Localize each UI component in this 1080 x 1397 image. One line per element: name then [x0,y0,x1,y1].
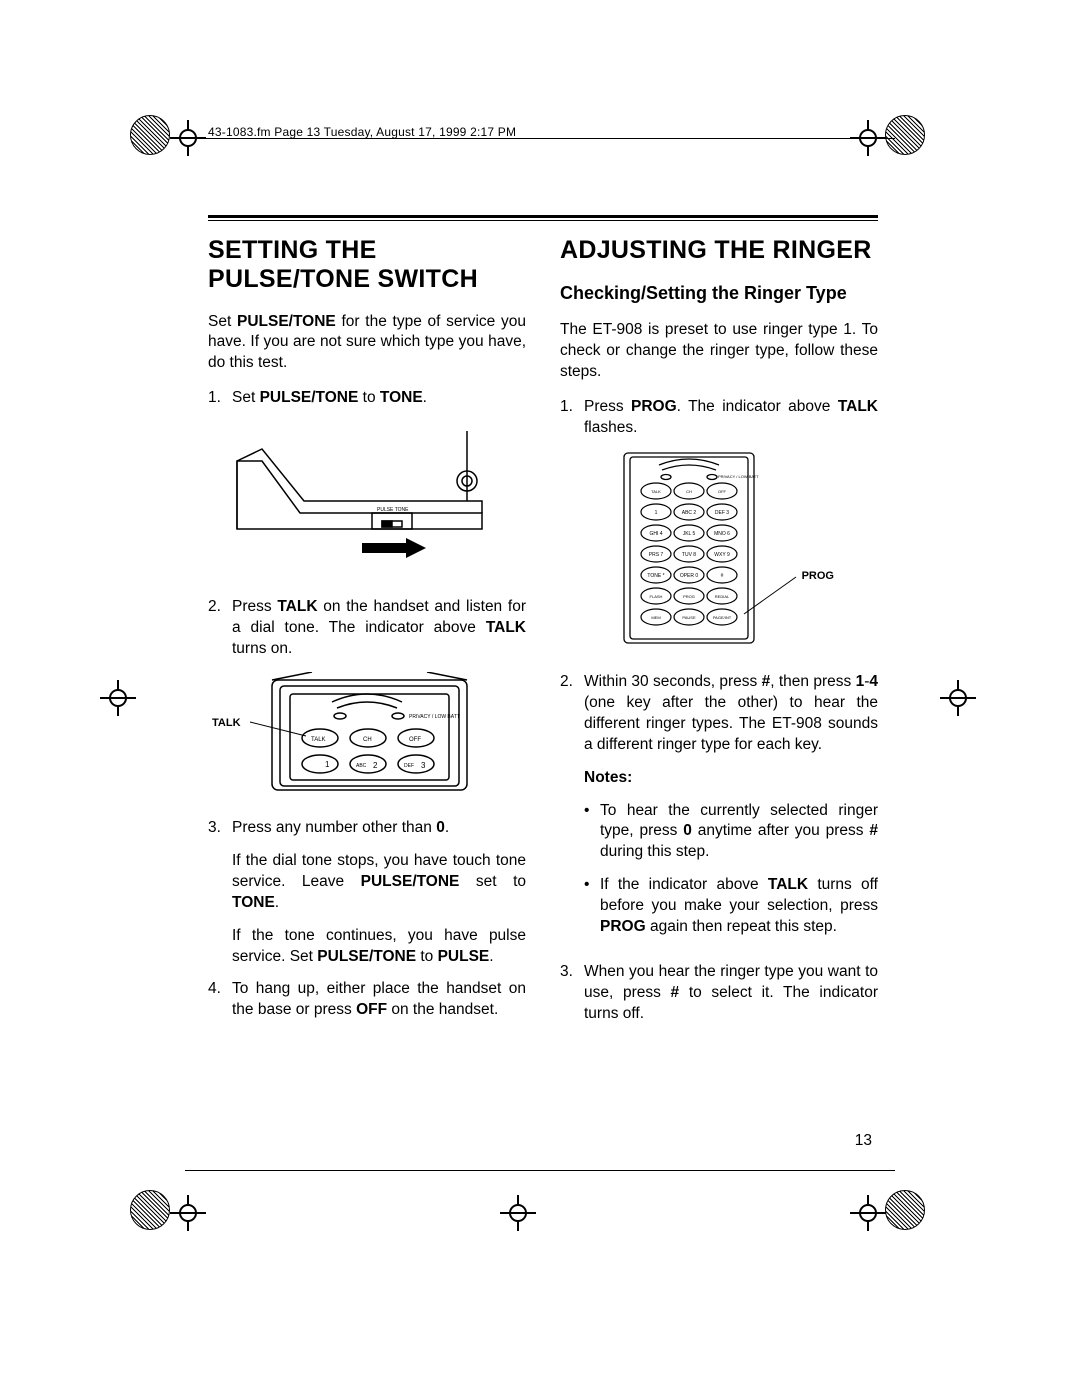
section-heading: ADJUSTING THE RINGER [560,236,878,265]
handset-top-icon: PRIVACY / LOW BATT TALK CH OFF 1 ABC 2 DE… [212,672,482,792]
crosshair-icon [850,1195,886,1231]
figure-handset-keypad: PROG [604,451,834,646]
svg-text:MNO 6: MNO 6 [714,531,730,537]
step-item: 3. Press any number other than 0. If the… [208,818,526,968]
header-path: 43-1083.fm Page 13 Tuesday, August 17, 1… [208,125,516,139]
svg-text:PROG: PROG [683,594,695,599]
section-heading: SETTING THE PULSE/TONE SWITCH [208,236,526,294]
step-item: 2. Press TALK on the handset and listen … [208,597,526,806]
crosshair-icon [170,1195,206,1231]
steps-list: 1. Press PROG. The indicator above TALK … [560,397,878,1025]
svg-text:JKL 5: JKL 5 [683,531,696,537]
svg-text:PAUSE: PAUSE [682,615,696,620]
intro-paragraph: The ET-908 is preset to use ringer type … [560,320,878,383]
svg-text:1: 1 [655,510,658,516]
step-item: 1. Set PULSE/TONE to TONE. [208,388,526,585]
svg-text:DEF 3: DEF 3 [715,510,729,516]
arrow-right-icon [362,538,426,558]
heavy-rule [208,215,878,221]
note-text: To hear the currently selected ringer ty… [600,801,878,864]
svg-text:1: 1 [325,760,330,769]
step-number: 1. [560,397,584,660]
step-text: If the dial tone stops, you have touch t… [232,851,526,914]
svg-text:OPER 0: OPER 0 [680,573,699,579]
right-column: ADJUSTING THE RINGER Checking/Setting th… [560,236,878,1037]
svg-text:PAGE/INT: PAGE/INT [713,615,732,620]
steps-list: 1. Set PULSE/TONE to TONE. [208,388,526,1021]
step-number: 2. [560,672,584,950]
figure-handset-top: TALK [212,672,482,792]
cropmark-circle-icon [130,1190,170,1230]
notes-heading: Notes: [584,768,878,789]
note-item: • If the indicator above TALK turns off … [584,875,878,938]
svg-text:REDIAL: REDIAL [715,594,730,599]
subsection-heading: Checking/Setting the Ringer Type [560,283,878,305]
svg-text:CH: CH [363,737,372,743]
step-item: 3. When you hear the ringer type you wan… [560,962,878,1025]
step-text: When you hear the ringer type you want t… [584,962,878,1025]
content-area: SETTING THE PULSE/TONE SWITCH Set PULSE/… [208,236,878,1037]
cropmark-circle-icon [885,115,925,155]
step-text: Press TALK on the handset and listen for… [232,597,526,660]
base-unit-icon: PULSE TONE [232,421,492,571]
header-rule [185,138,895,139]
step-text: Press any number other than 0. [232,818,526,839]
svg-text:OFF: OFF [409,737,421,743]
note-text: If the indicator above TALK turns off be… [600,875,878,938]
step-text: If the tone continues, you have pulse se… [232,926,526,968]
figure-base-unit: PULSE TONE [232,421,492,571]
crosshair-icon [940,680,976,716]
step-number: 1. [208,388,232,585]
page-number: 13 [855,1132,872,1150]
svg-text:#: # [721,573,724,579]
svg-text:TUV 8: TUV 8 [682,552,696,558]
callout-label: PROG [802,569,834,584]
step-number: 3. [208,818,232,968]
notes-list: • To hear the currently selected ringer … [584,801,878,939]
intro-paragraph: Set PULSE/TONE for the type of service y… [208,312,526,375]
svg-text:TALK: TALK [311,737,326,743]
step-item: 1. Press PROG. The indicator above TALK … [560,397,878,660]
svg-text:ABC: ABC [356,763,367,769]
svg-text:CH: CH [686,489,692,494]
crosshair-icon [500,1195,536,1231]
step-item: 4. To hang up, either place the handset … [208,979,526,1021]
svg-text:GHI 4: GHI 4 [649,531,662,537]
svg-text:FLASH: FLASH [650,594,663,599]
step-number: 4. [208,979,232,1021]
footer-rule [185,1170,895,1171]
svg-text:OFF: OFF [718,489,727,494]
step-item: 2. Within 30 seconds, press #, then pres… [560,672,878,950]
svg-text:WXY 9: WXY 9 [714,552,730,558]
step-text: Press PROG. The indicator above TALK fla… [584,397,878,439]
svg-text:ABC 2: ABC 2 [682,510,697,516]
left-column: SETTING THE PULSE/TONE SWITCH Set PULSE/… [208,236,526,1037]
cropmark-circle-icon [130,115,170,155]
step-number: 3. [560,962,584,1025]
svg-text:PRIVACY / LOW BATT: PRIVACY / LOW BATT [409,714,460,720]
switch-label: PULSE TONE [377,507,409,513]
crosshair-icon [100,680,136,716]
callout-label: TALK [212,716,241,731]
bullet-icon: • [584,801,600,864]
svg-text:TALK: TALK [651,489,661,494]
svg-text:2: 2 [373,761,378,770]
page: 43-1083.fm Page 13 Tuesday, August 17, 1… [0,0,1080,1397]
svg-text:PRS 7: PRS 7 [649,552,664,558]
step-text: Within 30 seconds, press #, then press 1… [584,672,878,756]
svg-text:MEM: MEM [651,615,660,620]
svg-text:TONE *: TONE * [647,573,664,579]
svg-text:DEF: DEF [404,763,414,769]
svg-text:3: 3 [421,761,426,770]
note-item: • To hear the currently selected ringer … [584,801,878,864]
bullet-icon: • [584,875,600,938]
handset-keypad-icon: PRIVACY / LOW BATT TALK CH OFF 1 ABC 2 DEF 3 G… [604,451,834,646]
svg-text:PRIVACY / LOW BATT: PRIVACY / LOW BATT [718,474,759,479]
cropmark-circle-icon [885,1190,925,1230]
step-text: Set PULSE/TONE to TONE. [232,388,526,409]
step-text: To hang up, either place the handset on … [232,979,526,1021]
